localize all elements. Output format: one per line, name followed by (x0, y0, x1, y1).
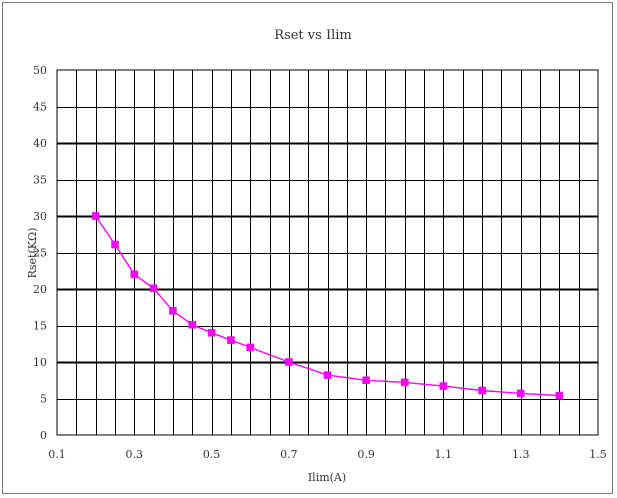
x-tick-label: 0.9 (357, 448, 375, 461)
x-tick-label: 1.3 (512, 448, 530, 461)
x-tick-label: 0.1 (48, 448, 66, 461)
x-tick-label: 0.3 (126, 448, 144, 461)
data-point (323, 371, 332, 379)
x-tick-labels: 0.1 0.3 0.5 0.7 0.9 1.1 1.3 1.5 (48, 448, 607, 461)
x-axis-label: Ilim(A) (308, 471, 346, 484)
y-tick-label: 25 (33, 247, 47, 260)
data-point (478, 386, 486, 395)
y-tick-label: 15 (33, 320, 47, 333)
data-point (169, 307, 177, 315)
y-tick-label: 5 (40, 393, 47, 406)
data-point (401, 378, 409, 387)
data-point (188, 321, 197, 329)
data-point (111, 240, 119, 249)
data-point (130, 270, 139, 279)
data-point (362, 376, 370, 385)
y-axis-label: Rset(KΩ) (26, 228, 39, 279)
x-tick-label: 0.7 (280, 448, 298, 461)
chart-frame (2, 2, 613, 494)
data-point (227, 336, 235, 344)
data-point (285, 358, 293, 366)
data-point (149, 284, 158, 293)
data-point (516, 389, 525, 398)
y-tick-label: 0 (40, 429, 47, 442)
y-tick-label: 10 (33, 356, 47, 369)
data-point (207, 329, 216, 337)
grid-lines (57, 70, 598, 435)
y-tick-label: 45 (33, 101, 47, 114)
x-tick-label: 1.5 (589, 448, 607, 461)
y-tick-label: 40 (33, 137, 47, 150)
y-tick-label: 50 (33, 64, 47, 77)
y-tick-label: 30 (33, 210, 47, 223)
y-tick-label: 35 (33, 174, 47, 187)
data-point (555, 391, 564, 400)
x-tick-label: 1.1 (435, 448, 453, 461)
plot-area (56, 69, 599, 436)
y-tick-label: 20 (33, 283, 47, 296)
data-point (91, 212, 100, 220)
chart-title: Rset vs Ilim (274, 28, 351, 43)
x-tick-label: 0.5 (203, 448, 221, 461)
series-line (95, 215, 560, 397)
y-tick-labels: 0 5 10 15 20 25 30 35 40 45 50 (33, 64, 47, 442)
data-point (439, 382, 448, 390)
data-point (246, 343, 254, 352)
data-markers (91, 212, 564, 400)
